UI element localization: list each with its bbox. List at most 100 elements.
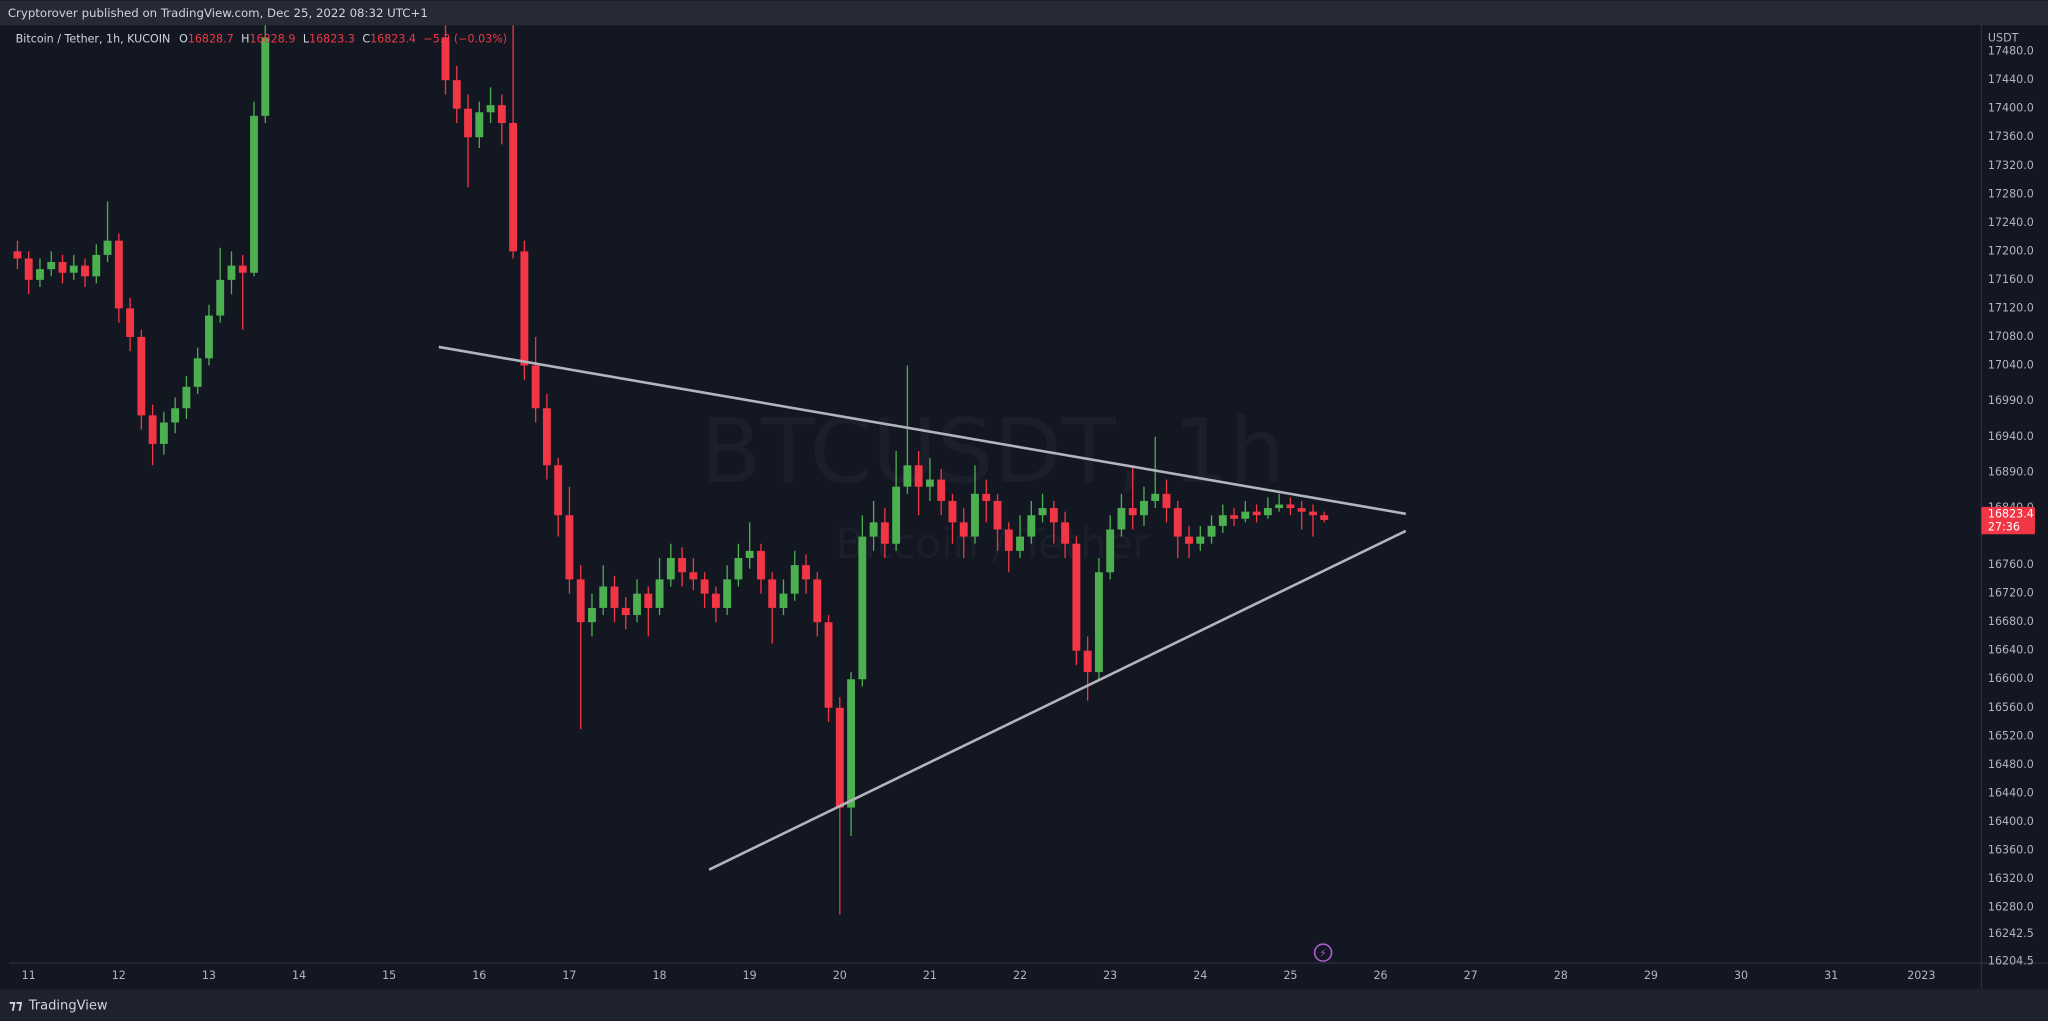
candle-body: [880, 522, 889, 544]
y-tick-label: 17160.0: [1988, 273, 2034, 286]
x-tick-label: 24: [1193, 969, 1207, 982]
ohlc-key: L: [303, 33, 310, 46]
candle-body: [47, 262, 56, 270]
candle-body: [757, 550, 765, 580]
ohlc-key: C: [362, 33, 370, 46]
candle-body: [790, 565, 799, 594]
x-tick-label: 14: [292, 969, 306, 982]
candle-body: [914, 465, 923, 487]
y-tick-label: 17280.0: [1988, 187, 2034, 200]
y-tick-label: 17080.0: [1988, 330, 2034, 343]
y-tick-label: 16360.0: [1988, 843, 2034, 856]
x-tick-label: 17: [562, 969, 576, 982]
x-tick-label: 13: [202, 969, 216, 982]
candle-body: [238, 265, 247, 273]
candle-body: [768, 579, 777, 608]
candle-body: [745, 550, 754, 559]
x-tick-label: 2023: [1907, 969, 1935, 982]
candle-body: [81, 265, 89, 277]
y-tick-label: 16242.5: [1988, 927, 2034, 940]
candle-body: [621, 607, 630, 616]
candle-body: [114, 240, 123, 309]
x-tick-label: 30: [1734, 969, 1748, 982]
candle-body: [486, 105, 495, 113]
candle-body: [869, 522, 878, 537]
y-tick-label: 16204.5: [1988, 954, 2034, 967]
trend-line: [708, 529, 1407, 871]
candle-body: [554, 465, 563, 516]
y-tick-label: 16990.0: [1988, 394, 2034, 407]
x-tick-label: 25: [1283, 969, 1297, 982]
candle-body: [171, 408, 180, 423]
candle-body: [137, 336, 146, 416]
candle-body: [69, 265, 78, 273]
event-icon[interactable]: [1313, 943, 1333, 962]
currency-label: USDT: [1988, 31, 2019, 44]
candle-body: [644, 593, 653, 608]
y-tick-label: 16940.0: [1988, 430, 2034, 443]
candle-body: [126, 308, 135, 337]
candle-body: [937, 479, 946, 501]
candle-body: [497, 105, 506, 123]
y-tick-label: 16520.0: [1988, 729, 2034, 742]
candle-body: [475, 112, 484, 138]
candle-body: [655, 579, 664, 608]
candle-body: [441, 37, 450, 81]
x-tick-label: 31: [1824, 969, 1838, 982]
footer-logo: ⁊⁊: [9, 999, 23, 1014]
candle-body: [1185, 536, 1193, 544]
candle-body: [1286, 504, 1295, 509]
x-tick-label: 27: [1464, 969, 1478, 982]
symbol-legend: Bitcoin / Tether, 1h, KUCOIN O16828.7 H1…: [16, 33, 507, 46]
top-bar: [0, 0, 2048, 26]
price-tag: [1981, 506, 2035, 535]
candle-body: [633, 593, 641, 616]
y-tick-label: 17200.0: [1988, 244, 2034, 257]
candle-body: [903, 465, 912, 487]
candle-body: [1230, 515, 1239, 519]
candle-body: [1038, 508, 1047, 516]
candle-body: [216, 279, 225, 316]
candle-body: [520, 251, 529, 366]
ohlc-key: H: [241, 33, 249, 46]
candle-body: [1320, 515, 1329, 520]
candle-body: [700, 579, 709, 594]
price-tag-value: 16823.4: [1988, 508, 2034, 521]
y-tick-label: 17120.0: [1988, 301, 2034, 314]
x-tick-label: 11: [22, 969, 36, 982]
x-tick-label: 12: [112, 969, 126, 982]
candle-body: [1094, 572, 1103, 673]
candle-body: [1106, 529, 1115, 573]
candle-body: [689, 572, 698, 580]
y-tick-label: 16440.0: [1988, 786, 2034, 799]
candle-body: [1173, 508, 1182, 537]
x-tick-label: 21: [923, 969, 937, 982]
candle-body: [971, 493, 979, 537]
candle-body: [1083, 650, 1092, 673]
candle-body: [1196, 536, 1205, 544]
candle-body: [464, 108, 472, 138]
y-tick-label: 16400.0: [1988, 815, 2034, 828]
candle-body: [1252, 511, 1261, 516]
candle-body: [509, 122, 518, 252]
candle-body: [925, 479, 934, 487]
candle-body: [193, 358, 202, 387]
footer-brand: TradingView: [28, 999, 108, 1014]
y-tick-label: 17360.0: [1988, 130, 2034, 143]
candle-body: [1004, 529, 1013, 551]
y-tick-label: 16280.0: [1988, 900, 2034, 913]
ohlc-value: 16823.4: [370, 33, 416, 46]
candle-body: [103, 240, 112, 255]
x-tick-label: 23: [1103, 969, 1117, 982]
x-tick-label: 26: [1373, 969, 1387, 982]
y-tick-label: 17480.0: [1988, 45, 2034, 58]
x-tick-label: 20: [833, 969, 847, 982]
candle-body: [1151, 493, 1160, 501]
candle-body: [542, 408, 551, 466]
candle-body: [982, 493, 991, 501]
ohlc-value: 16823.3: [309, 33, 355, 46]
candle-body: [159, 422, 168, 444]
candle-body: [1072, 543, 1081, 651]
candle-body: [148, 415, 157, 444]
